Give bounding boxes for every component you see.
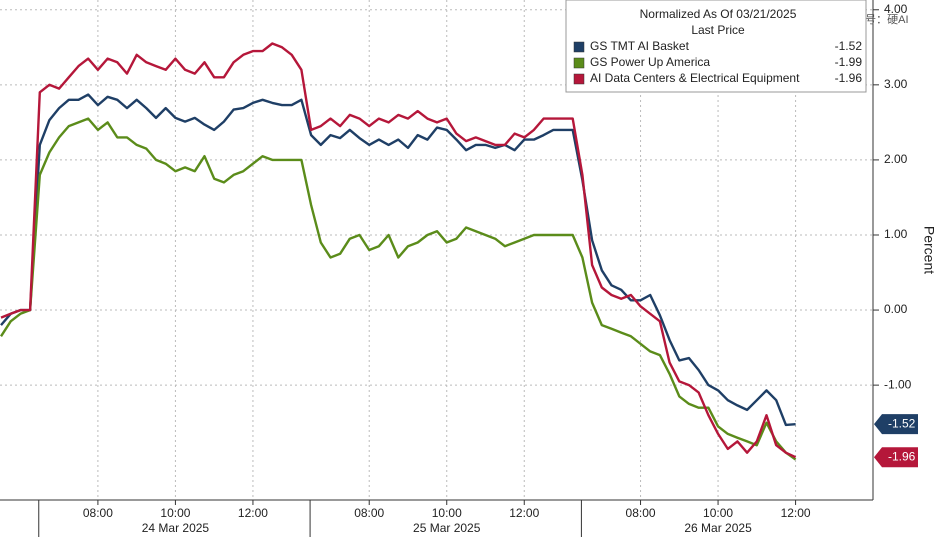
y-tick-label: 1.00 bbox=[884, 227, 908, 241]
legend-label: AI Data Centers & Electrical Equipment bbox=[590, 71, 800, 85]
x-tick-label: 12:00 bbox=[781, 506, 811, 520]
legend-label: GS Power Up America bbox=[590, 55, 710, 69]
y-tick-label: 2.00 bbox=[884, 152, 908, 166]
x-tick-label: 10:00 bbox=[432, 506, 462, 520]
y-tick-label: 0.00 bbox=[884, 302, 908, 316]
date-label: 26 Mar 2025 bbox=[684, 521, 752, 535]
date-label: 24 Mar 2025 bbox=[142, 521, 210, 535]
x-tick-label: 08:00 bbox=[354, 506, 384, 520]
end-badge bbox=[874, 414, 918, 435]
x-tick-label: 12:00 bbox=[238, 506, 268, 520]
legend-value: -1.52 bbox=[835, 39, 863, 53]
series-line bbox=[0, 42, 797, 459]
x-tick-label: 12:00 bbox=[509, 506, 539, 520]
series-line bbox=[0, 117, 797, 461]
legend-subtitle: Last Price bbox=[691, 23, 745, 37]
end-badge-label: -1.96 bbox=[888, 449, 916, 463]
date-label: 25 Mar 2025 bbox=[413, 521, 481, 535]
legend-value: -1.99 bbox=[835, 55, 863, 69]
y-tick-label: -1.00 bbox=[884, 377, 912, 391]
legend-box bbox=[565, 0, 867, 93]
x-tick-label: 10:00 bbox=[703, 506, 733, 520]
end-badge-label: -1.52 bbox=[888, 416, 916, 430]
end-badge bbox=[874, 447, 918, 468]
legend-value: -1.96 bbox=[835, 71, 863, 85]
y-tick-label: 4.00 bbox=[884, 2, 908, 16]
legend-title: Normalized As Of 03/21/2025 bbox=[640, 7, 797, 21]
series-line bbox=[0, 93, 796, 427]
legend-swatch bbox=[573, 73, 585, 85]
legend-label: GS TMT AI Basket bbox=[590, 39, 690, 53]
x-tick-label: 08:00 bbox=[626, 506, 656, 520]
legend-swatch bbox=[573, 41, 585, 53]
y-tick-label: 3.00 bbox=[884, 77, 908, 91]
x-tick-label: 08:00 bbox=[83, 506, 113, 520]
y-axis-title: Percent bbox=[921, 226, 937, 274]
legend-swatch bbox=[573, 57, 585, 69]
x-tick-label: 10:00 bbox=[160, 506, 190, 520]
